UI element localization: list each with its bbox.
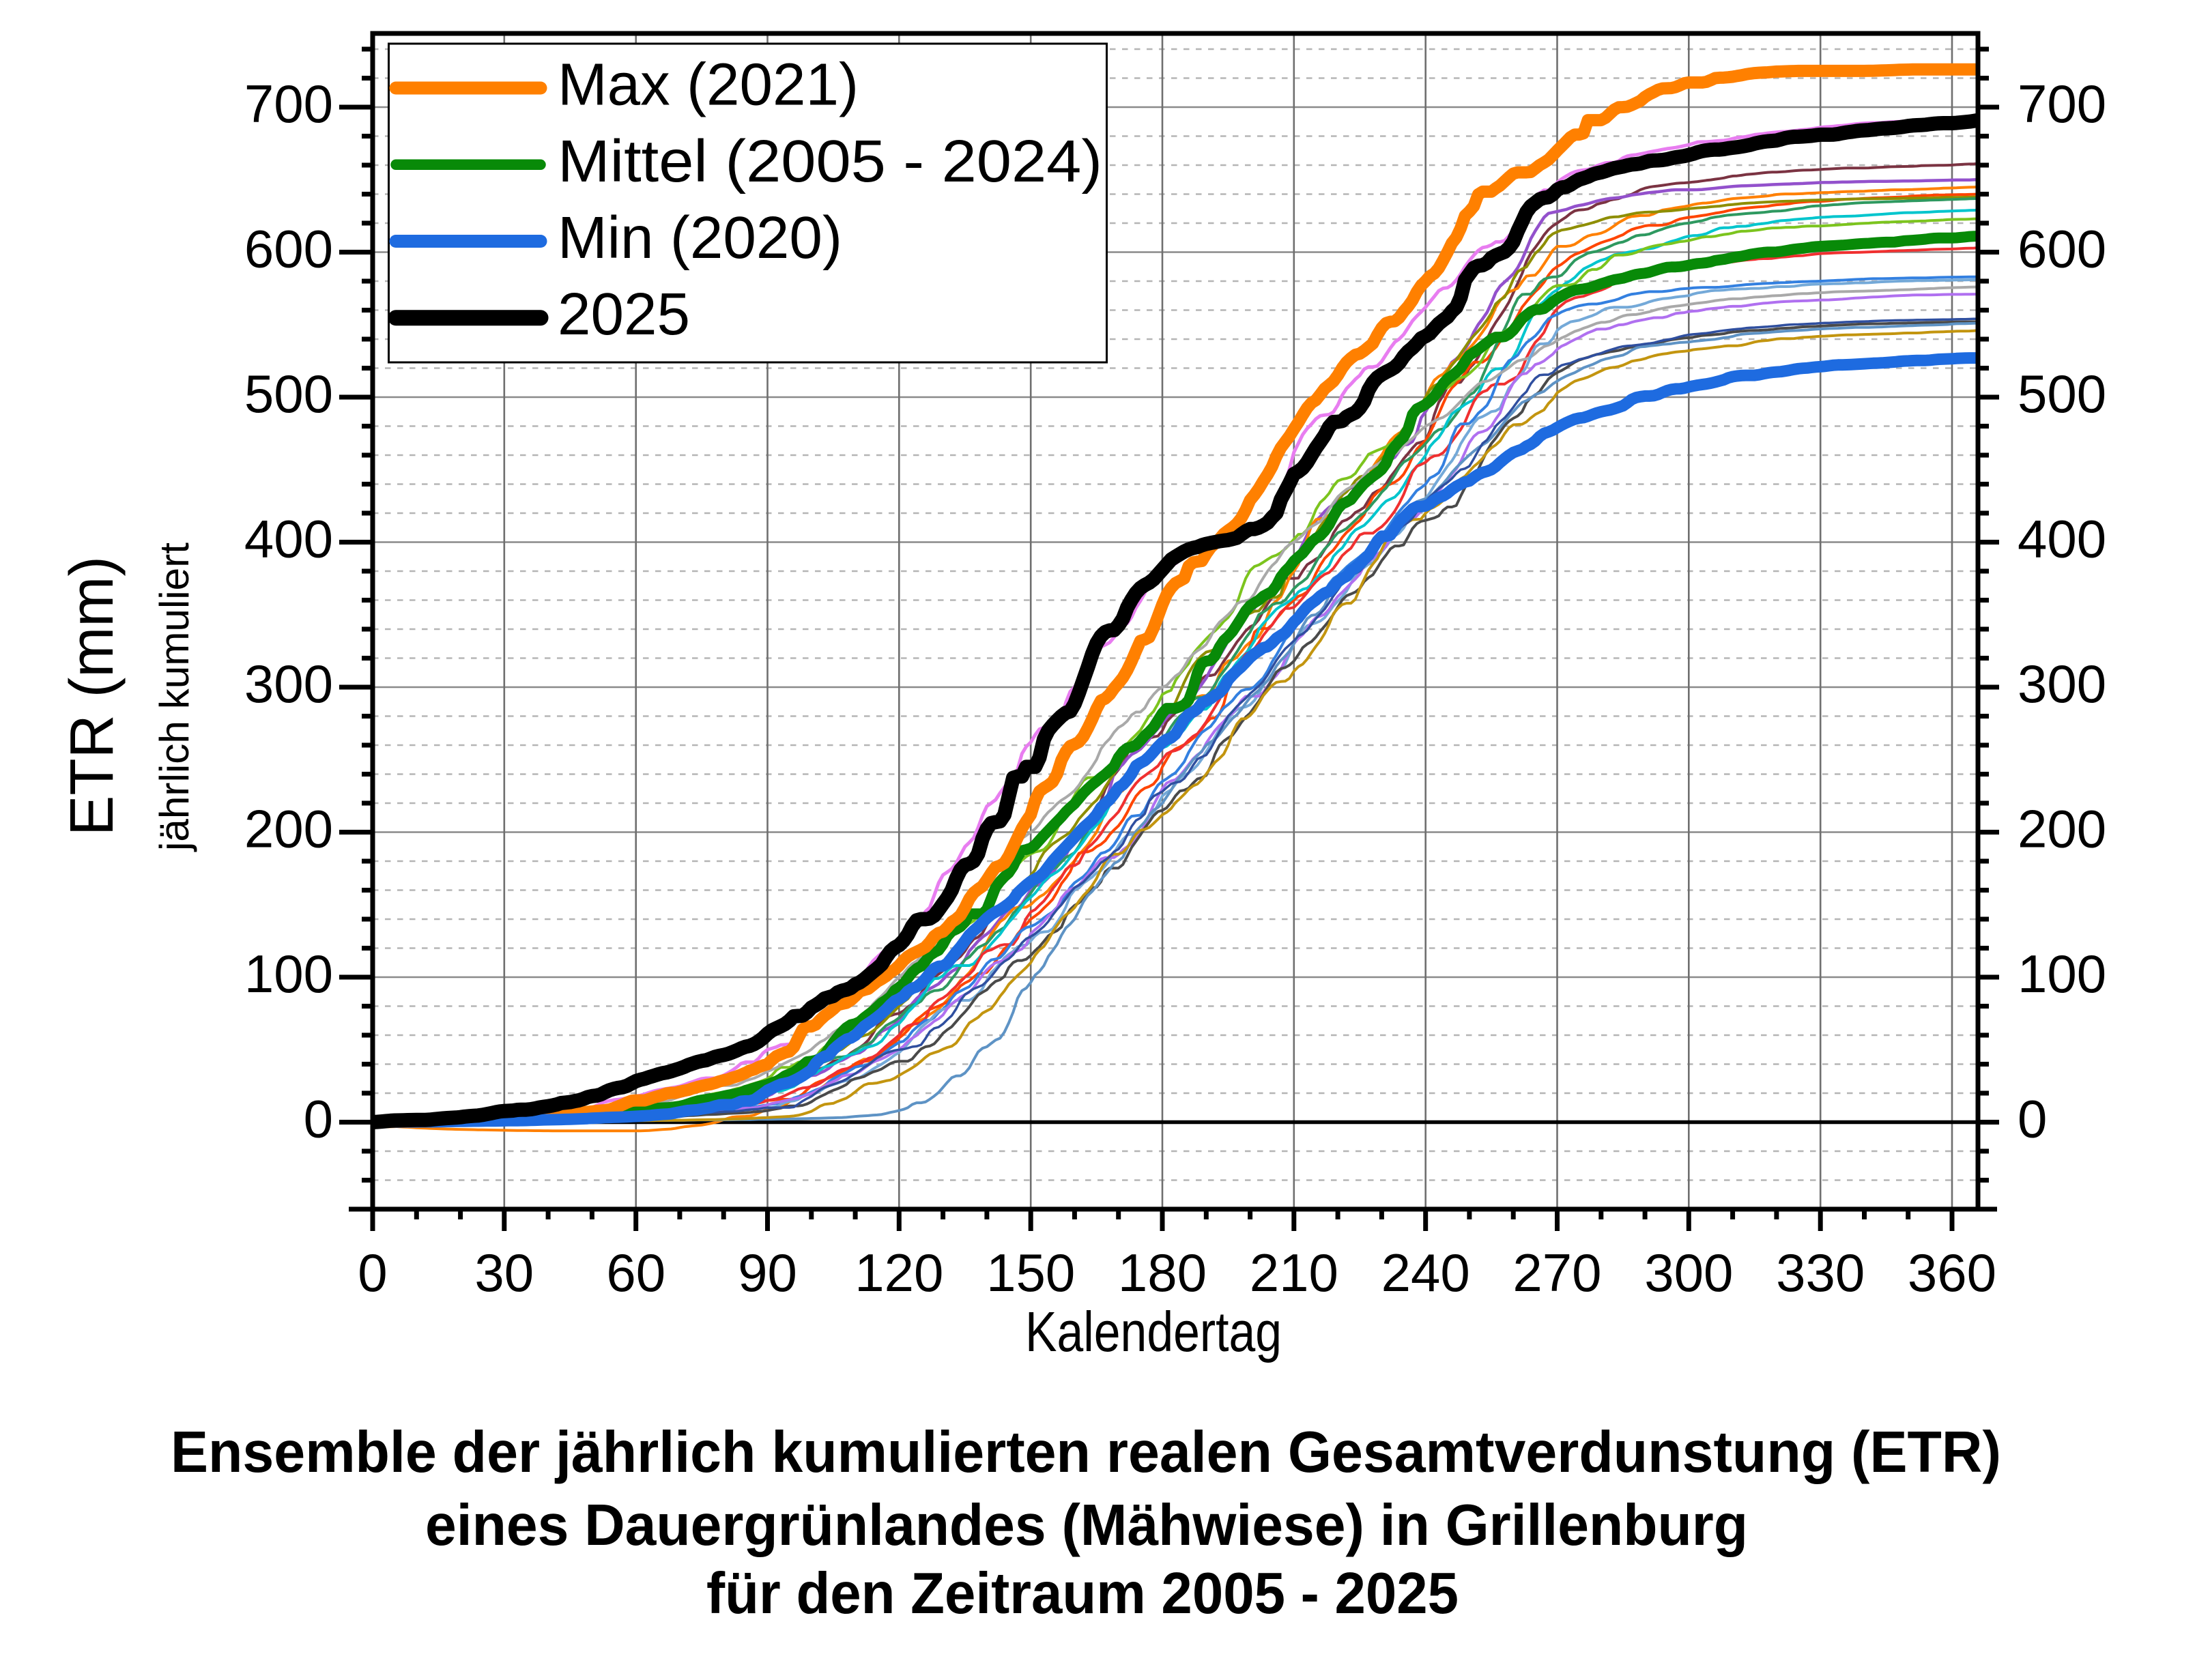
svg-text:270: 270 [1512,1243,1601,1303]
svg-text:210: 210 [1250,1243,1338,1303]
svg-text:300: 300 [2018,654,2106,714]
svg-text:90: 90 [738,1243,797,1303]
svg-text:jährlich kumuliert: jährlich kumuliert [152,542,197,852]
svg-text:60: 60 [606,1243,665,1303]
svg-text:Mittel (2005 - 2024): Mittel (2005 - 2024) [558,128,1102,194]
svg-text:500: 500 [2018,364,2106,424]
svg-text:150: 150 [986,1243,1075,1303]
svg-text:600: 600 [244,219,333,279]
svg-text:ETR (mm): ETR (mm) [58,556,126,836]
svg-text:240: 240 [1381,1243,1470,1303]
svg-text:0: 0 [304,1089,333,1149]
svg-text:0: 0 [358,1243,387,1303]
svg-text:400: 400 [2018,509,2106,569]
svg-text:Min (2020): Min (2020) [558,205,842,271]
svg-text:eines Dauergrünlandes (Mähwies: eines Dauergrünlandes (Mähwiese) in Gril… [425,1493,1748,1558]
svg-text:200: 200 [244,799,333,859]
svg-text:700: 700 [2018,74,2106,134]
svg-text:für den Zeitraum 2005 - 2025: für den Zeitraum 2005 - 2025 [706,1561,1459,1626]
svg-text:300: 300 [244,654,333,714]
svg-text:100: 100 [2018,944,2106,1004]
svg-text:300: 300 [1644,1243,1733,1303]
svg-text:200: 200 [2018,799,2106,859]
svg-text:Max (2021): Max (2021) [558,52,859,118]
svg-text:600: 600 [2018,219,2106,279]
svg-text:330: 330 [1776,1243,1865,1303]
svg-text:Ensemble der jährlich kumulier: Ensemble der jährlich kumulierten realen… [171,1420,2001,1485]
svg-text:120: 120 [855,1243,943,1303]
svg-text:360: 360 [1908,1243,1996,1303]
svg-text:180: 180 [1118,1243,1207,1303]
svg-text:0: 0 [2018,1089,2047,1149]
svg-text:400: 400 [244,509,333,569]
svg-text:500: 500 [244,364,333,424]
svg-text:Kalendertag: Kalendertag [1025,1300,1282,1363]
svg-text:700: 700 [244,74,333,134]
svg-text:100: 100 [244,944,333,1004]
svg-text:2025: 2025 [558,281,690,347]
svg-text:30: 30 [474,1243,534,1303]
